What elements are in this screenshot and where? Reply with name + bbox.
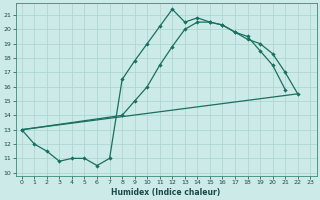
X-axis label: Humidex (Indice chaleur): Humidex (Indice chaleur) (111, 188, 221, 197)
